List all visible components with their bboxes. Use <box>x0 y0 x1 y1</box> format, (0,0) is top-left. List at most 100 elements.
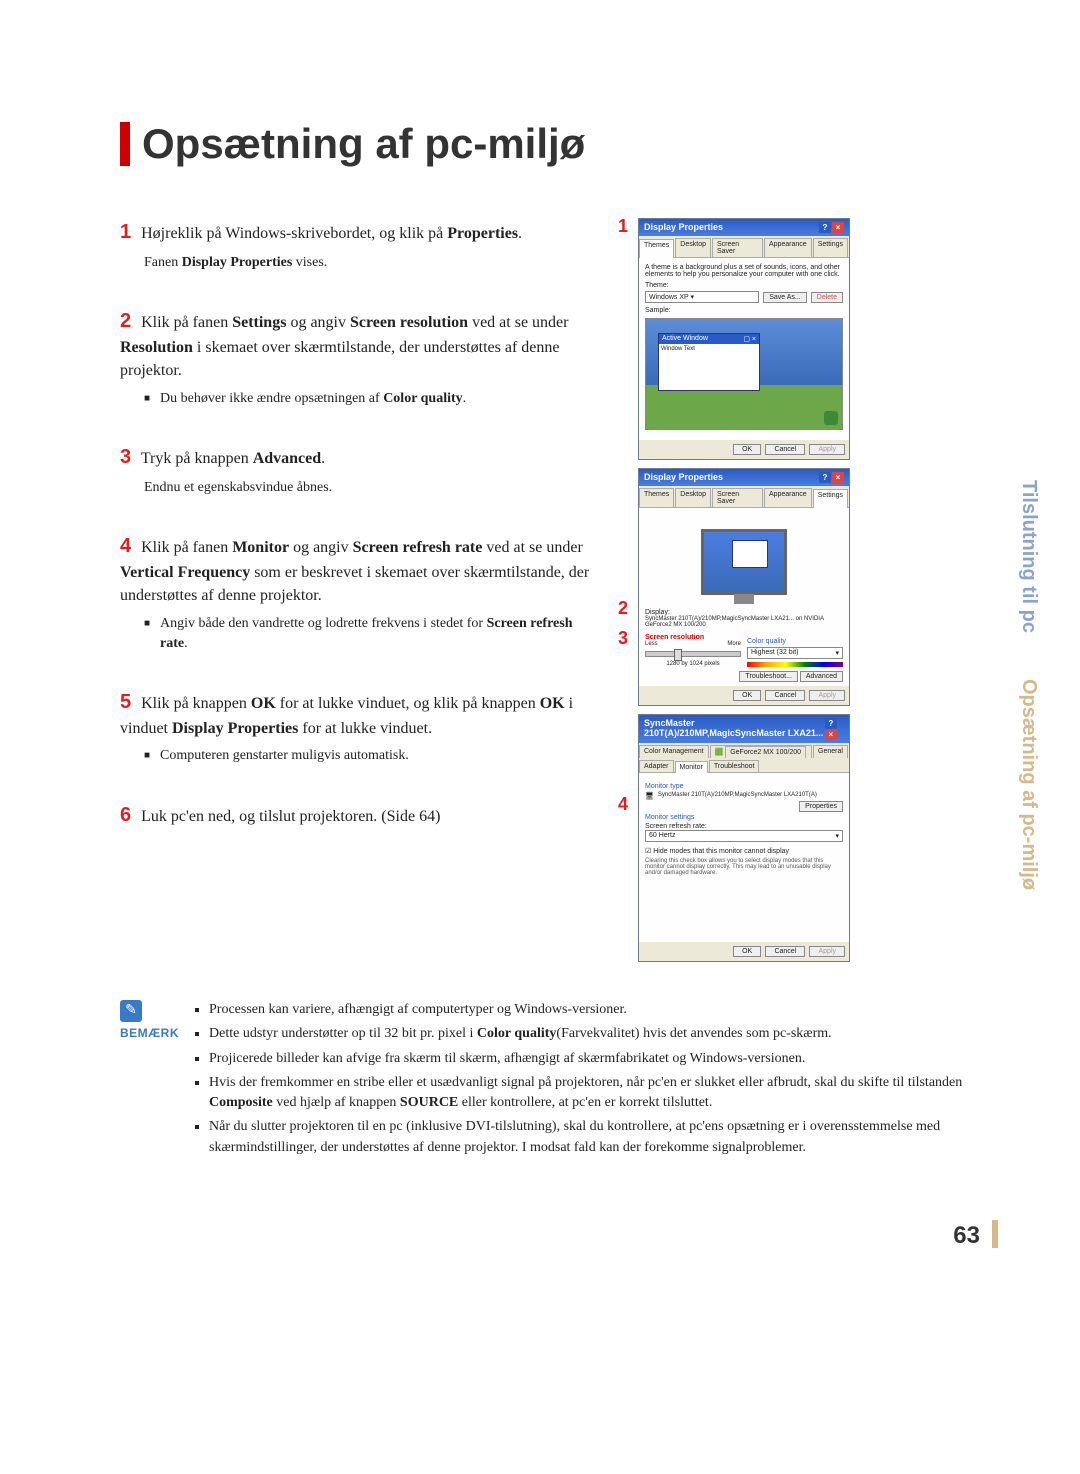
step-subtext: Endnu et egenskabsvindue åbnes. <box>144 478 600 498</box>
cancel-button[interactable]: Cancel <box>765 946 805 957</box>
cancel-button[interactable]: Cancel <box>765 444 805 455</box>
theme-select[interactable]: Windows XP ▾ <box>645 291 759 303</box>
tab-general[interactable]: General <box>813 745 848 758</box>
tab-geforce[interactable]: 🟩 GeForce2 MX 100/200 <box>710 745 813 758</box>
help-icon[interactable]: ? <box>819 472 831 483</box>
cancel-button[interactable]: Cancel <box>765 690 805 701</box>
dialog-display-properties-settings: Display Properties ?× Themes Desktop Scr… <box>638 468 850 706</box>
tab-desktop[interactable]: Desktop <box>675 488 711 507</box>
tab-desktop[interactable]: Desktop <box>675 238 711 257</box>
save-as-button[interactable]: Save As... <box>763 292 807 303</box>
step-number: 6 <box>120 804 131 826</box>
ok-button[interactable]: OK <box>733 444 761 455</box>
resolution-value: 1280 by 1024 pixels <box>645 661 741 667</box>
hide-checkbox-row: ☑ Hide modes that this monitor cannot di… <box>645 847 843 855</box>
monitor-settings-label: Monitor settings <box>645 814 843 821</box>
properties-button[interactable]: Properties <box>799 801 843 812</box>
delete-button[interactable]: Delete <box>811 292 843 303</box>
monitor-type-label: Monitor type <box>645 783 843 790</box>
step-number: 1 <box>120 221 131 243</box>
dialog-body: A theme is a background plus a set of so… <box>639 258 849 440</box>
tab-settings[interactable]: Settings <box>813 238 848 257</box>
window-title: SyncMaster 210T(A)/210MP,MagicSyncMaster… <box>644 718 824 740</box>
close-icon[interactable]: × <box>825 729 837 740</box>
side-label-chapter: Tilslutning til pc <box>1018 480 1040 633</box>
window-title: Display Properties <box>644 222 723 233</box>
step-number: 3 <box>120 446 131 468</box>
refresh-select[interactable]: 60 Hertz <box>645 830 843 842</box>
callout-number: 2 <box>618 598 628 619</box>
tab-monitor[interactable]: Monitor <box>675 761 708 773</box>
monitor-icon: 🖥 <box>645 792 654 800</box>
close-icon[interactable]: × <box>832 222 844 233</box>
tab-bar: Themes Desktop Screen Saver Appearance S… <box>639 236 849 258</box>
tab-themes[interactable]: Themes <box>639 488 674 507</box>
screenshot-2: 2 3 Display Properties ?× Themes Desktop… <box>620 468 860 706</box>
step-text: Tryk på knappen Advanced. <box>141 450 325 467</box>
window-title: Display Properties <box>644 472 723 483</box>
theme-preview: Active Window▢ × Window Text <box>645 318 843 430</box>
help-icon[interactable]: ? <box>825 718 837 729</box>
resolution-label: Screen resolution <box>645 634 741 641</box>
theme-desc: A theme is a background plus a set of so… <box>645 264 843 278</box>
page-heading: Opsætning af pc-miljø <box>120 120 980 168</box>
dialog-buttons: OK Cancel Apply <box>639 942 849 961</box>
dialog-monitor-properties: SyncMaster 210T(A)/210MP,MagicSyncMaster… <box>638 714 850 962</box>
advanced-button[interactable]: Advanced <box>800 671 843 682</box>
side-label-section: Opsætning af pc-miljø <box>1018 679 1040 890</box>
color-label: Color quality <box>747 638 843 645</box>
step-5: 5 Klik på knappen OK for at lukke vindue… <box>120 688 600 766</box>
tab-themes[interactable]: Themes <box>639 239 674 258</box>
step-2: 2 Klik på fanen Settings og angiv Screen… <box>120 307 600 409</box>
ok-button[interactable]: OK <box>733 690 761 701</box>
steps-column: 1 Højreklik på Windows-skrivebordet, og … <box>120 218 600 864</box>
tab-adapter[interactable]: Adapter <box>639 760 674 772</box>
apply-button[interactable]: Apply <box>809 946 845 957</box>
tab-screensaver[interactable]: Screen Saver <box>712 488 763 507</box>
dialog-body: Display: SyncMaster 210T(A)/210MP,MagicS… <box>639 508 849 686</box>
note-item: Projicerede billeder kan afvige fra skær… <box>209 1049 980 1069</box>
tab-bar: Themes Desktop Screen Saver Appearance S… <box>639 486 849 508</box>
resolution-slider[interactable] <box>645 651 741 657</box>
ok-button[interactable]: OK <box>733 946 761 957</box>
step-bullet: Computeren genstarter muligvis automatis… <box>144 746 600 766</box>
note-item: Hvis der fremkommer en stribe eller et u… <box>209 1073 980 1114</box>
tab-settings[interactable]: Settings <box>813 489 848 508</box>
apply-button[interactable]: Apply <box>809 690 845 701</box>
tab-troubleshoot[interactable]: Troubleshoot <box>709 760 760 772</box>
callout-number: 1 <box>618 216 628 237</box>
troubleshoot-button[interactable]: Troubleshoot... <box>739 671 797 682</box>
color-select[interactable]: Highest (32 bit) <box>747 647 843 659</box>
note-item: Når du slutter projektoren til en pc (in… <box>209 1117 980 1158</box>
tab-appearance[interactable]: Appearance <box>764 488 812 507</box>
settings-row: Screen resolution LessMore 1280 by 1024 … <box>645 634 843 667</box>
apply-button[interactable]: Apply <box>809 444 845 455</box>
window-titlebar: Display Properties ?× <box>639 219 849 236</box>
close-icon[interactable]: × <box>832 472 844 483</box>
dialog-buttons: OK Cancel Apply <box>639 440 849 459</box>
step-text: Luk pc'en ned, og tilslut projektoren. (… <box>141 808 440 825</box>
step-text: Højreklik på Windows-skrivebordet, og kl… <box>141 225 522 242</box>
dialog-buttons: OK Cancel Apply <box>639 686 849 705</box>
dialog-body: Monitor type 🖥 SyncMaster 210T(A)/210MP,… <box>639 773 849 942</box>
tab-color-mgmt[interactable]: Color Management <box>639 745 709 758</box>
note-box: ✎ BEMÆRK Processen kan variere, afhængig… <box>120 1000 980 1162</box>
page-number: 63 <box>120 1222 980 1250</box>
help-icon[interactable]: ? <box>819 222 831 233</box>
step-number: 5 <box>120 691 131 713</box>
step-bullet: Angiv både den vandrette og lodrette fre… <box>144 614 600 655</box>
window-buttons: ?× <box>824 718 844 740</box>
step-number: 4 <box>120 535 131 557</box>
tab-appearance[interactable]: Appearance <box>764 238 812 257</box>
callout-number: 3 <box>618 628 628 649</box>
screenshot-3: 4 SyncMaster 210T(A)/210MP,MagicSyncMast… <box>620 714 860 962</box>
tab-screensaver[interactable]: Screen Saver <box>712 238 763 257</box>
title-accent-bar <box>120 122 130 166</box>
screenshots-column: 1 Display Properties ?× Themes Desktop S… <box>620 218 860 970</box>
display-value: SyncMaster 210T(A)/210MP,MagicSyncMaster… <box>645 616 843 628</box>
window-titlebar: Display Properties ?× <box>639 469 849 486</box>
warning-text: Clearing this check box allows you to se… <box>645 858 843 876</box>
theme-label: Theme: <box>645 282 843 289</box>
step-bullet: Du behøver ikke ændre opsætningen af Col… <box>144 389 600 409</box>
monitor-value: SyncMaster 210T(A)/210MP,MagicSyncMaster… <box>658 792 843 798</box>
